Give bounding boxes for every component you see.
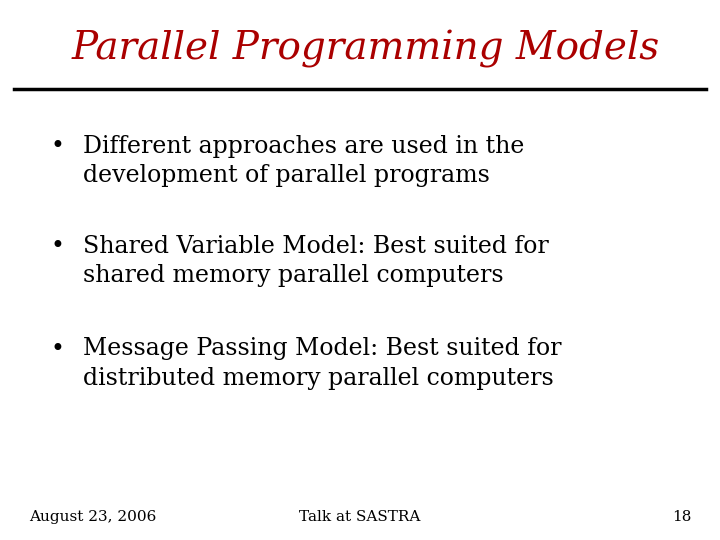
Text: 18: 18 — [672, 510, 691, 524]
Text: Message Passing Model: Best suited for
distributed memory parallel computers: Message Passing Model: Best suited for d… — [83, 338, 562, 390]
Text: Shared Variable Model: Best suited for
shared memory parallel computers: Shared Variable Model: Best suited for s… — [83, 235, 549, 287]
Text: August 23, 2006: August 23, 2006 — [29, 510, 156, 524]
Text: •: • — [50, 135, 65, 158]
Text: Parallel Programming Models: Parallel Programming Models — [72, 30, 660, 68]
Text: •: • — [50, 235, 65, 258]
Text: •: • — [50, 338, 65, 361]
Text: Different approaches are used in the
development of parallel programs: Different approaches are used in the dev… — [83, 135, 524, 187]
Text: Talk at SASTRA: Talk at SASTRA — [300, 510, 420, 524]
